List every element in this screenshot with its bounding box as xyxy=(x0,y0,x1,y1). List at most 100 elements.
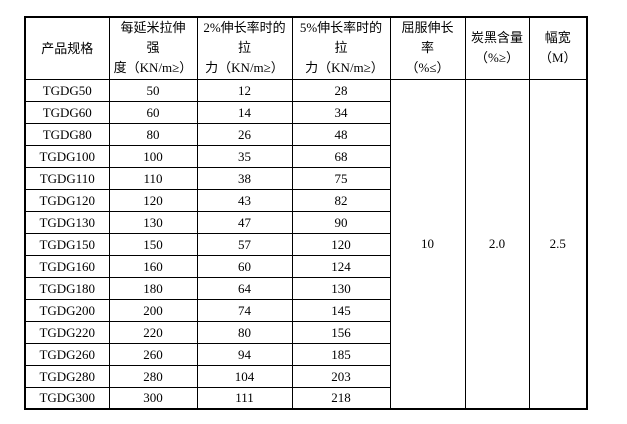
header-line: 率 xyxy=(420,40,434,56)
strength-cell: 300 xyxy=(108,386,198,410)
header-line: （%≤） xyxy=(405,60,450,76)
table-row: TGDG260 260 94 185 xyxy=(24,342,587,366)
spec-cell: TGDG130 xyxy=(24,210,110,234)
strength-cell: 120 xyxy=(108,188,198,212)
force5-cell: 75 xyxy=(291,166,391,190)
carbon-black-value: 2.0 xyxy=(464,78,530,410)
strength-cell: 60 xyxy=(108,100,198,124)
header-line: 强 xyxy=(146,40,160,56)
spec-cell: TGDG120 xyxy=(24,188,110,212)
header-line: 每延米拉伸 xyxy=(120,20,186,36)
force2-cell: 12 xyxy=(196,78,293,102)
header-line: （M） xyxy=(538,50,577,66)
strength-cell: 100 xyxy=(108,144,198,168)
force5-cell: 130 xyxy=(291,276,391,300)
force2-cell: 111 xyxy=(196,386,293,410)
force2-cell: 14 xyxy=(196,100,293,124)
header-line: 炭黑含量 xyxy=(470,30,523,46)
table-row: TGDG100 100 35 68 xyxy=(24,144,587,168)
table-row: TGDG110 110 38 75 xyxy=(24,166,587,190)
strength-cell: 160 xyxy=(108,254,198,278)
strength-cell: 130 xyxy=(108,210,198,234)
force5-cell: 185 xyxy=(291,342,391,366)
header-line: 拉 xyxy=(334,40,348,56)
spec-cell: TGDG150 xyxy=(24,232,110,256)
header-line: 2%伸长率时的 xyxy=(203,20,286,36)
header-line: 度（KN/m≥） xyxy=(113,60,193,76)
force5-cell: 218 xyxy=(291,386,391,410)
spec-cell: TGDG50 xyxy=(24,78,110,102)
header-yield-elongation: 屈服伸长 率 （%≤） xyxy=(389,16,466,80)
header-carbon-black: 炭黑含量 （%≥） xyxy=(464,16,530,80)
force2-cell: 74 xyxy=(196,298,293,322)
force5-cell: 90 xyxy=(291,210,391,234)
header-line: 力（KN/m≥） xyxy=(305,60,384,76)
header-line: 力（KN/m≥） xyxy=(205,60,284,76)
header-width: 幅宽 （M） xyxy=(528,16,588,80)
spec-cell: TGDG180 xyxy=(24,276,110,300)
width-value: 2.5 xyxy=(528,78,588,410)
header-force-2pct: 2%伸长率时的 拉 力（KN/m≥） xyxy=(196,16,293,80)
table-row: TGDG300 300 111 218 xyxy=(24,386,587,410)
strength-cell: 280 xyxy=(108,364,198,388)
table-header: 产品规格 每延米拉伸 强 度（KN/m≥） 2%伸长率时的 拉 力（KN/m≥）… xyxy=(24,16,588,80)
spec-cell: TGDG260 xyxy=(24,342,110,366)
header-line: 幅宽 xyxy=(544,30,571,46)
spec-cell: TGDG200 xyxy=(24,298,110,322)
table-row: TGDG180 180 64 130 xyxy=(24,276,587,300)
strength-cell: 50 xyxy=(108,78,198,102)
force5-cell: 68 xyxy=(291,144,391,168)
header-line: 5%伸长率时的 xyxy=(299,20,383,36)
header-line: （%≥） xyxy=(475,50,519,66)
spec-cell: TGDG60 xyxy=(24,100,110,124)
force5-cell: 156 xyxy=(291,320,391,344)
strength-cell: 150 xyxy=(108,232,198,256)
force2-cell: 80 xyxy=(196,320,293,344)
spec-cell: TGDG110 xyxy=(24,166,110,190)
force5-cell: 28 xyxy=(291,78,391,102)
table-row: TGDG150 150 57 120 xyxy=(24,232,587,256)
spec-cell: TGDG160 xyxy=(24,254,110,278)
spec-cell: TGDG300 xyxy=(24,386,110,410)
header-line: 拉 xyxy=(237,40,251,56)
force2-cell: 94 xyxy=(196,342,293,366)
spec-cell: TGDG80 xyxy=(24,122,110,146)
force2-cell: 57 xyxy=(196,232,293,256)
force2-cell: 47 xyxy=(196,210,293,234)
spec-cell: TGDG100 xyxy=(24,144,110,168)
force5-cell: 120 xyxy=(291,232,391,256)
force2-cell: 43 xyxy=(196,188,293,212)
strength-cell: 200 xyxy=(108,298,198,322)
force2-cell: 60 xyxy=(196,254,293,278)
spec-table-wrapper: 产品规格 每延米拉伸 强 度（KN/m≥） 2%伸长率时的 拉 力（KN/m≥）… xyxy=(24,16,588,410)
force5-cell: 145 xyxy=(291,298,391,322)
force5-cell: 82 xyxy=(291,188,391,212)
product-spec-table: 产品规格 每延米拉伸 强 度（KN/m≥） 2%伸长率时的 拉 力（KN/m≥）… xyxy=(24,16,588,410)
yield-elongation-value: 10 xyxy=(389,78,466,410)
header-line: 屈服伸长 xyxy=(401,20,454,36)
spec-cell: TGDG220 xyxy=(24,320,110,344)
force5-cell: 203 xyxy=(291,364,391,388)
force5-cell: 34 xyxy=(291,100,391,124)
table-row: TGDG50 50 12 28 10 2.0 2.5 xyxy=(24,78,588,410)
strength-cell: 110 xyxy=(108,166,198,190)
header-tensile-strength: 每延米拉伸 强 度（KN/m≥） xyxy=(108,16,198,80)
strength-cell: 180 xyxy=(108,276,198,300)
table-row: TGDG130 130 47 90 xyxy=(24,210,587,234)
header-force-5pct: 5%伸长率时的 拉 力（KN/m≥） xyxy=(291,16,391,80)
table-body: TGDG50 50 12 28 10 2.0 2.5 TGDG60 60 14 … xyxy=(24,78,588,410)
table-row: TGDG120 120 43 82 xyxy=(24,188,587,212)
strength-cell: 220 xyxy=(108,320,198,344)
force2-cell: 35 xyxy=(196,144,293,168)
force2-cell: 38 xyxy=(196,166,293,190)
force2-cell: 64 xyxy=(196,276,293,300)
strength-cell: 80 xyxy=(108,122,198,146)
force5-cell: 124 xyxy=(291,254,391,278)
header-row: 产品规格 每延米拉伸 强 度（KN/m≥） 2%伸长率时的 拉 力（KN/m≥）… xyxy=(24,16,588,80)
header-product-spec: 产品规格 xyxy=(24,16,110,80)
force2-cell: 26 xyxy=(196,122,293,146)
force5-cell: 48 xyxy=(291,122,391,146)
force2-cell: 104 xyxy=(196,364,293,388)
spec-cell: TGDG280 xyxy=(24,364,110,388)
